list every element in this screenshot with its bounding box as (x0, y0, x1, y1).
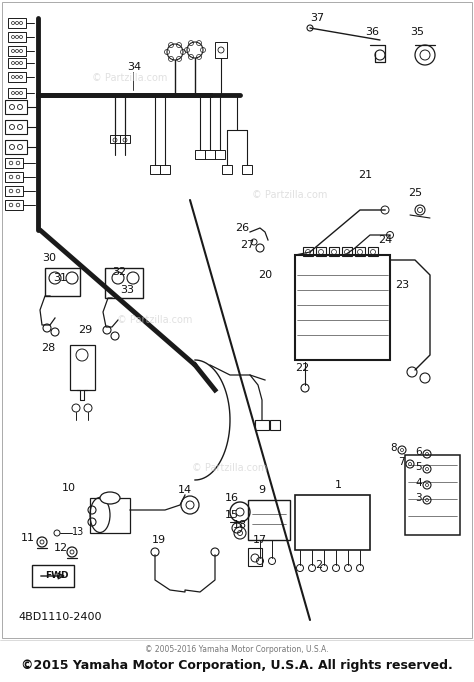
Text: 17: 17 (253, 535, 267, 545)
Text: FWD: FWD (45, 572, 69, 580)
Bar (120, 135, 130, 143)
Text: 9: 9 (258, 485, 265, 495)
Bar (32, 565, 74, 587)
Text: 26: 26 (235, 223, 249, 233)
Bar (110, 135, 120, 143)
Bar (5, 120, 27, 134)
Bar (368, 247, 378, 256)
Text: 30: 30 (42, 253, 56, 263)
Bar (329, 247, 339, 256)
Bar (405, 455, 460, 535)
Text: 31: 31 (53, 273, 67, 283)
Text: 19: 19 (152, 535, 166, 545)
Text: 6: 6 (415, 447, 422, 457)
Text: 11: 11 (21, 533, 35, 543)
Bar (160, 165, 170, 174)
Text: 10: 10 (62, 483, 76, 493)
Bar (5, 172, 23, 182)
Bar (342, 247, 352, 256)
Text: 25: 25 (408, 188, 422, 198)
Text: © 2005-2016 Yamaha Motor Corporation, U.S.A.: © 2005-2016 Yamaha Motor Corporation, U.… (145, 645, 329, 655)
Text: 7: 7 (398, 457, 405, 467)
Bar (5, 140, 27, 154)
Text: 24: 24 (378, 235, 392, 245)
Text: 4BD1110-2400: 4BD1110-2400 (18, 612, 101, 622)
Text: 32: 32 (112, 267, 126, 277)
Bar (8, 58, 26, 68)
Bar (270, 420, 280, 430)
Ellipse shape (100, 492, 120, 504)
Text: 14: 14 (178, 485, 192, 495)
Text: 23: 23 (395, 280, 409, 290)
Text: 12: 12 (54, 543, 68, 553)
Bar (8, 72, 26, 82)
Bar (70, 345, 95, 390)
Bar (8, 46, 26, 56)
Bar (242, 165, 252, 174)
Text: 8: 8 (390, 443, 397, 453)
Bar (105, 268, 143, 298)
Bar (255, 420, 269, 430)
Text: 20: 20 (258, 270, 272, 280)
Bar (5, 186, 23, 196)
Text: © Partzilla.com: © Partzilla.com (252, 190, 328, 200)
Text: 34: 34 (127, 62, 141, 72)
Bar (295, 255, 390, 360)
Bar (8, 32, 26, 42)
Bar (215, 42, 227, 58)
Text: 18: 18 (233, 520, 247, 530)
Bar (90, 498, 130, 533)
Text: 16: 16 (225, 493, 239, 503)
Text: ©2015 Yamaha Motor Corporation, U.S.A. All rights reserved.: ©2015 Yamaha Motor Corporation, U.S.A. A… (21, 659, 453, 672)
Bar (215, 150, 225, 159)
Bar (295, 495, 370, 550)
Bar (45, 268, 80, 296)
Text: © Partzilla.com: © Partzilla.com (117, 315, 193, 325)
Text: 33: 33 (120, 285, 134, 295)
Bar (303, 247, 313, 256)
Text: 3: 3 (415, 493, 422, 503)
Text: 4: 4 (415, 478, 422, 488)
Bar (150, 165, 160, 174)
Text: © Partzilla.com: © Partzilla.com (192, 463, 268, 473)
Bar (205, 150, 215, 159)
Text: 28: 28 (41, 343, 55, 353)
Bar (8, 88, 26, 98)
Bar (8, 18, 26, 28)
Text: 36: 36 (365, 27, 379, 37)
Bar (5, 158, 23, 168)
Text: 35: 35 (410, 27, 424, 37)
Text: 21: 21 (358, 170, 372, 180)
Text: 13: 13 (72, 527, 84, 537)
Bar (222, 165, 232, 174)
Bar (5, 100, 27, 114)
Text: 37: 37 (310, 13, 324, 23)
Text: 27: 27 (240, 240, 254, 250)
Text: 22: 22 (295, 363, 309, 373)
Bar (5, 200, 23, 210)
Text: 15: 15 (225, 510, 239, 520)
Bar (355, 247, 365, 256)
Bar (248, 500, 290, 540)
Bar (195, 150, 205, 159)
Text: 5: 5 (415, 462, 422, 472)
Text: 1: 1 (335, 480, 342, 490)
Text: © Partzilla.com: © Partzilla.com (92, 73, 168, 83)
Bar (316, 247, 326, 256)
Text: 29: 29 (78, 325, 92, 335)
Text: 2: 2 (315, 560, 322, 570)
Bar (248, 548, 262, 566)
